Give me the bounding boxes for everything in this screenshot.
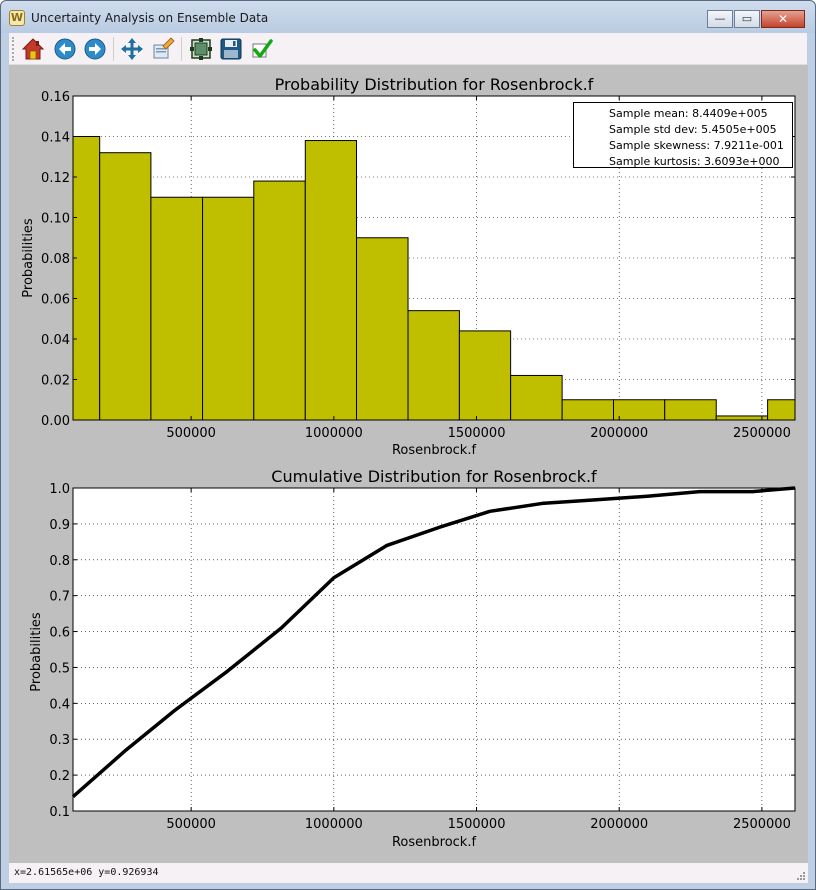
- y-tick-label: 0.9: [49, 518, 70, 533]
- window-controls: — ▭ ✕: [706, 10, 805, 28]
- y-tick-label: 0.5: [49, 661, 70, 676]
- legend-mean: Sample mean: 8.4409e+005: [609, 107, 768, 120]
- y-tick-label: 0.08: [41, 252, 70, 267]
- y-tick-label: 0.3: [49, 733, 70, 748]
- x-tick-label: 2000000: [590, 817, 648, 832]
- home-icon: [21, 38, 45, 60]
- zoom-edit-icon: [153, 37, 175, 59]
- legend-std-dev: Sample std dev: 5.4505e+005: [609, 123, 777, 136]
- y-tick-label: 0.02: [41, 374, 70, 389]
- y-tick-label: 0.6: [49, 626, 70, 641]
- app-icon: W: [9, 10, 25, 26]
- y-tick-label: 0.16: [41, 90, 70, 105]
- histogram-bar: [253, 180, 306, 420]
- cdf-axes-frame: [72, 487, 796, 812]
- x-tick-label: 500000: [166, 817, 216, 832]
- y-tick-label: 0.06: [41, 293, 70, 308]
- forward-button[interactable]: [83, 37, 107, 61]
- y-tick-label: 0.7: [49, 590, 70, 605]
- cdf-xlabel: Rosenbrock.f: [392, 835, 476, 850]
- y-tick-label: 0.8: [49, 554, 70, 569]
- forward-arrow-icon: [84, 38, 106, 60]
- figure-svg: 500000 1000000 1500000 2000000 2500000 0.00 0.…: [21, 75, 796, 850]
- y-tick-label: 0.1: [49, 805, 70, 820]
- pan-move-icon: [121, 38, 143, 60]
- histogram-bar: [356, 237, 409, 420]
- subplots-button[interactable]: [189, 37, 213, 61]
- histogram-bar: [202, 196, 255, 420]
- cdf-axes: 500000 1000000 1500000 2000000 2500000 0.1 0.2…: [29, 467, 796, 850]
- close-button[interactable]: ✕: [761, 10, 805, 28]
- y-tick-label: 1.0: [49, 482, 70, 497]
- y-tick-label: 0.14: [41, 131, 70, 146]
- pan-button[interactable]: [120, 37, 144, 61]
- cursor-coordinates: x=2.61565e+06 y=0.926934: [14, 867, 159, 878]
- toolbar-separator: [181, 37, 182, 61]
- x-tick-label: 2500000: [733, 426, 791, 441]
- cdf-ylabel: Probabilities: [29, 612, 44, 692]
- histogram-xlabel: Rosenbrock.f: [392, 443, 476, 458]
- histogram-bar: [510, 374, 563, 420]
- statistics-legend: Sample mean: 8.4409e+005 Sample std dev:…: [573, 102, 793, 168]
- histogram-bars: [73, 136, 795, 420]
- legend-kurtosis: Sample kurtosis: 3.6093e+000: [609, 155, 780, 168]
- histogram-bar: [150, 196, 204, 420]
- y-tick-label: 0.04: [41, 333, 70, 348]
- y-tick-label: 0.4: [49, 697, 70, 712]
- histogram-bar: [407, 310, 460, 420]
- histogram-bar: [715, 415, 769, 420]
- y-tick-label: 0.10: [41, 212, 70, 227]
- histogram-ylabel: Probabilities: [21, 218, 36, 298]
- checkmark-icon: [252, 39, 273, 58]
- toolbar-grip[interactable]: [12, 37, 15, 61]
- histogram-bar: [99, 152, 152, 420]
- cdf-ticks: 500000 1000000 1500000 2000000 2500000 0.1 0.2…: [49, 482, 795, 832]
- histogram-bar: [561, 399, 615, 420]
- histogram-bar: [613, 399, 666, 420]
- window-title: Uncertainty Analysis on Ensemble Data: [31, 11, 269, 25]
- navigation-toolbar: [9, 33, 807, 65]
- histogram-title: Probability Distribution for Rosenbrock.…: [275, 75, 594, 94]
- histogram-bar: [664, 399, 717, 420]
- y-tick-label: 0.2: [49, 769, 70, 784]
- resize-grip-icon[interactable]: [796, 871, 806, 881]
- legend-skewness: Sample skewness: 7.9211e-001: [609, 139, 784, 152]
- figure-canvas[interactable]: 500000 1000000 1500000 2000000 2500000 0.00 0.…: [9, 65, 808, 863]
- cdf-title: Cumulative Distribution for Rosenbrock.f: [271, 467, 597, 486]
- x-tick-label: 2000000: [590, 426, 648, 441]
- minimize-button[interactable]: —: [707, 10, 733, 28]
- y-tick-label: 0.12: [41, 171, 70, 186]
- x-tick-label: 1000000: [305, 426, 363, 441]
- save-floppy-icon: [220, 38, 242, 60]
- status-bar: x=2.61565e+06 y=0.926934: [9, 863, 808, 883]
- save-button[interactable]: [219, 37, 243, 61]
- y-tick-label: 0.00: [41, 414, 70, 429]
- histogram-ticks: 500000 1000000 1500000 2000000 2500000 0.00 0.…: [41, 90, 795, 441]
- x-tick-label: 1000000: [305, 817, 363, 832]
- toolbar-separator: [113, 37, 114, 61]
- x-tick-label: 500000: [166, 426, 216, 441]
- configure-subplots-icon: [190, 38, 212, 60]
- edit-parameters-button[interactable]: [250, 37, 274, 61]
- x-tick-label: 1500000: [448, 426, 506, 441]
- cdf-axes-background: [73, 488, 795, 811]
- x-tick-label: 1500000: [448, 817, 506, 832]
- histogram-bar: [767, 399, 795, 420]
- cdf-series-line: [71, 486, 796, 798]
- back-button[interactable]: [53, 37, 77, 61]
- x-tick-label: 2500000: [733, 817, 791, 832]
- histogram-bar: [458, 330, 512, 420]
- back-arrow-icon: [54, 38, 76, 60]
- home-button[interactable]: [21, 37, 45, 61]
- zoom-button[interactable]: [151, 37, 175, 61]
- histogram-bar: [304, 140, 358, 420]
- title-bar[interactable]: W Uncertainty Analysis on Ensemble Data …: [1, 1, 815, 33]
- maximize-button[interactable]: ▭: [734, 10, 760, 28]
